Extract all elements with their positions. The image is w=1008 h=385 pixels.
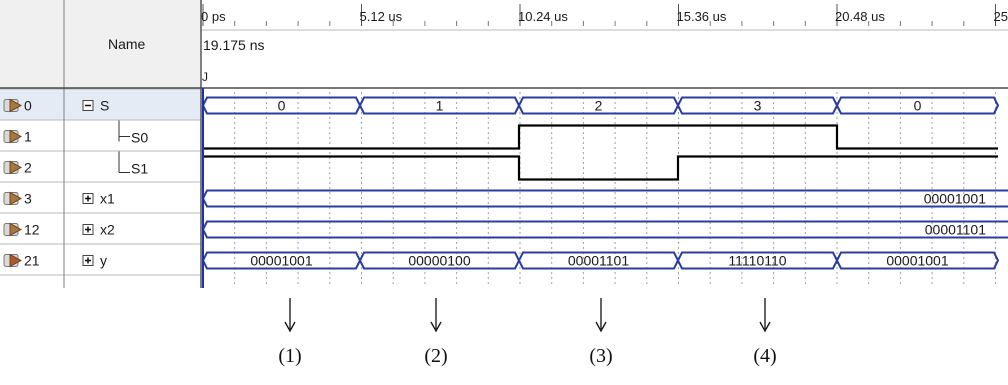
signal-row-x1[interactable]: 3 x1 <box>3 191 115 207</box>
bus-segment <box>835 96 1000 115</box>
signal-row-s1[interactable]: 2 S1 <box>3 151 148 177</box>
expand-icon[interactable] <box>82 193 94 204</box>
signal-name: x2 <box>100 222 115 238</box>
pin-icon <box>3 160 23 175</box>
signal-name: S1 <box>131 161 148 177</box>
arrow-head <box>595 321 607 333</box>
time-ruler: 0 ps 5.12 us 10.24 us 15.36 us 20.48 us 25.6 … <box>201 4 1008 31</box>
pin-icon <box>3 191 23 206</box>
waveform-x1: 00001001 <box>202 189 1008 208</box>
bus-value: 3 <box>754 98 762 114</box>
cursor-marker[interactable]: J <box>202 70 208 84</box>
annotation-label: (2) <box>424 345 447 367</box>
signal-index: 2 <box>24 160 32 176</box>
bus-value: 11110110 <box>728 253 786 269</box>
bus-value: 0 <box>914 98 922 114</box>
expand-icon[interactable] <box>82 255 94 266</box>
annotation-1: (1) <box>278 298 302 367</box>
annotation-group: (1) (2) (3) (4) <box>278 298 777 367</box>
annotation-label: (4) <box>753 345 776 367</box>
arrow-head <box>284 321 296 333</box>
ruler-tick-label: 20.48 us <box>835 9 885 24</box>
signal-name: S <box>100 98 109 114</box>
pin-icon <box>3 98 23 113</box>
row-separators <box>0 88 201 276</box>
signal-name: x1 <box>100 191 115 207</box>
annotation-3: (3) <box>589 298 613 367</box>
annotation-label: (3) <box>589 345 612 367</box>
waveform-x2: 00001101 <box>202 220 1008 239</box>
ruler-tick-label: 15.36 us <box>677 9 727 24</box>
expand-icon[interactable] <box>82 224 94 235</box>
pin-icon <box>3 222 23 237</box>
bus-value: 00001001 <box>250 253 313 269</box>
bus-value: 1 <box>436 98 444 114</box>
arrow-head <box>759 321 771 333</box>
signal-row-y[interactable]: 21 y <box>3 253 107 269</box>
signal-row-x2[interactable]: 12 x2 <box>3 222 115 238</box>
collapse-icon[interactable] <box>82 100 94 111</box>
tree-connector <box>118 120 130 142</box>
pin-icon <box>3 129 23 144</box>
ruler-tick-label: 10.24 us <box>518 9 568 24</box>
waveform-y: 00001001 00000100 00001101 11110110 00001001 <box>201 251 1000 270</box>
ruler-tick-label: 25.6 us <box>994 9 1008 24</box>
bus-segment <box>202 220 1008 239</box>
bus-value: 0 <box>278 98 286 114</box>
bus-value: 00000100 <box>408 253 471 269</box>
waveform-s0 <box>203 124 998 150</box>
signal-row-s0[interactable]: 1 S0 <box>3 120 148 146</box>
signal-index: 21 <box>24 253 40 269</box>
bus-value: 00001001 <box>924 191 987 207</box>
signal-index: 1 <box>24 129 32 145</box>
annotation-2: (2) <box>424 298 448 367</box>
signal-index: 12 <box>24 222 40 238</box>
cursor-time-readout: 19.175 ns <box>203 37 265 53</box>
bus-value: 00001001 <box>886 253 949 269</box>
signal-index: 3 <box>24 191 32 207</box>
pin-icon <box>3 253 23 268</box>
bit-trace <box>203 124 998 150</box>
bus-value: 2 <box>595 98 603 114</box>
signal-name: y <box>100 253 107 269</box>
bus-segment <box>835 251 1000 270</box>
name-column-header: Name <box>108 36 146 52</box>
selected-row-highlight <box>0 89 200 120</box>
ruler-tick-label: 0 ps <box>201 9 226 24</box>
waveform-s: 0 1 2 3 0 <box>201 96 1000 115</box>
bit-trace <box>203 155 998 181</box>
tree-connector <box>118 151 130 173</box>
annotation-4: (4) <box>753 298 777 367</box>
ruler-tick-label: 5.12 us <box>360 9 403 24</box>
signal-index: 0 <box>24 98 32 114</box>
bus-segment <box>202 189 1008 208</box>
waveform-s1 <box>203 155 998 181</box>
annotation-label: (1) <box>278 345 301 367</box>
bus-value: 00001101 <box>925 222 986 238</box>
name-header-background <box>0 0 200 88</box>
signal-name: S0 <box>131 130 148 146</box>
arrow-head <box>430 321 442 333</box>
bus-value: 00001101 <box>568 253 629 269</box>
